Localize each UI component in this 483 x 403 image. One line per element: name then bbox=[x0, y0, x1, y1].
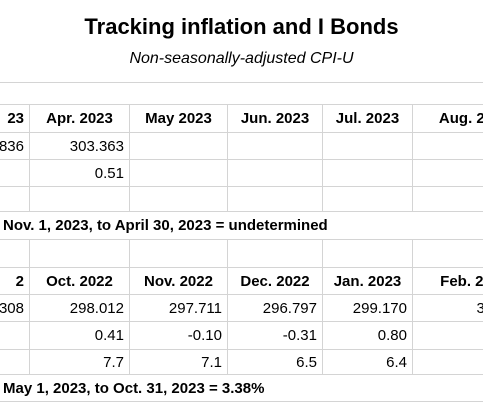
cell bbox=[323, 187, 413, 212]
header-cell: Jul. 2023 bbox=[323, 105, 413, 133]
cell bbox=[323, 240, 413, 268]
grid-line bbox=[0, 82, 483, 83]
header-cell: Oct. 2022 bbox=[30, 268, 130, 295]
cell bbox=[228, 160, 323, 187]
cell: 6.5 bbox=[228, 350, 323, 375]
header-cell: Dec. 2022 bbox=[228, 268, 323, 295]
cell: -0.10 bbox=[130, 322, 228, 350]
cell: 0 bbox=[413, 322, 483, 350]
cell bbox=[323, 133, 413, 160]
cell bbox=[323, 160, 413, 187]
title: Tracking inflation and I Bonds bbox=[84, 14, 399, 39]
cell bbox=[130, 240, 228, 268]
cell: 6.4 bbox=[323, 350, 413, 375]
cell: 298.012 bbox=[30, 295, 130, 322]
cell: 296.797 bbox=[228, 295, 323, 322]
header-cell: Apr. 2023 bbox=[30, 105, 130, 133]
cell bbox=[413, 187, 483, 212]
cell bbox=[30, 187, 130, 212]
note-cell: Nov. 1, 2023, to April 30, 2023 = undete… bbox=[0, 212, 483, 240]
cell: 7.7 bbox=[30, 350, 130, 375]
cell bbox=[413, 133, 483, 160]
cell bbox=[413, 160, 483, 187]
cell: 303.363 bbox=[30, 133, 130, 160]
cell bbox=[130, 187, 228, 212]
cell bbox=[130, 133, 228, 160]
cell bbox=[0, 322, 30, 350]
cell: 0.41 bbox=[30, 322, 130, 350]
cell bbox=[30, 240, 130, 268]
header-cell: 23 bbox=[0, 105, 30, 133]
note-cell: May 1, 2023, to Oct. 31, 2023 = 3.38% bbox=[0, 375, 483, 402]
cell bbox=[130, 160, 228, 187]
header-cell: 2 bbox=[0, 268, 30, 295]
header-cell: Feb. 20 bbox=[413, 268, 483, 295]
grid-line bbox=[0, 104, 483, 105]
header-cell: Jan. 2023 bbox=[323, 268, 413, 295]
cell: 0.80 bbox=[323, 322, 413, 350]
cell: 297.711 bbox=[130, 295, 228, 322]
cell: 0.51 bbox=[30, 160, 130, 187]
header-cell: May 2023 bbox=[130, 105, 228, 133]
cell: 836 bbox=[0, 133, 30, 160]
cell bbox=[228, 133, 323, 160]
subtitle: Non-seasonally-adjusted CPI-U bbox=[129, 50, 354, 67]
cell: 299.170 bbox=[323, 295, 413, 322]
cell bbox=[228, 240, 323, 268]
header-cell: Nov. 2022 bbox=[130, 268, 228, 295]
cell: 308 bbox=[0, 295, 30, 322]
cell bbox=[0, 240, 30, 268]
cell bbox=[413, 240, 483, 268]
cell: 300.8 bbox=[413, 295, 483, 322]
cell bbox=[0, 187, 30, 212]
cell bbox=[0, 350, 30, 375]
cell: 7.1 bbox=[130, 350, 228, 375]
header-cell: Aug. 20 bbox=[413, 105, 483, 133]
cell: -0.31 bbox=[228, 322, 323, 350]
cell bbox=[413, 350, 483, 375]
cell bbox=[228, 187, 323, 212]
header-cell: Jun. 2023 bbox=[228, 105, 323, 133]
cell bbox=[0, 160, 30, 187]
